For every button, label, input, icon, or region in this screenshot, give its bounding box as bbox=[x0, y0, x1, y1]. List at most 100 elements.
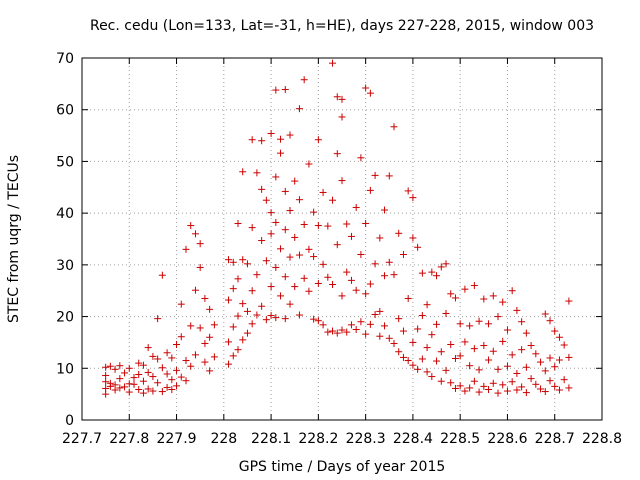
data-point-marker bbox=[310, 253, 318, 261]
data-point-marker bbox=[154, 355, 162, 363]
data-point-marker bbox=[173, 366, 181, 374]
data-point-marker bbox=[130, 380, 138, 388]
data-point-marker bbox=[201, 358, 209, 366]
data-point-marker bbox=[239, 336, 247, 344]
data-point-marker bbox=[329, 327, 337, 335]
data-point-marker bbox=[461, 387, 469, 395]
data-point-marker bbox=[565, 384, 573, 392]
x-tick-label: 228.6 bbox=[487, 431, 527, 447]
data-point-marker bbox=[395, 348, 403, 356]
data-point-marker bbox=[537, 385, 545, 393]
data-point-marker bbox=[466, 384, 474, 392]
data-point-marker bbox=[560, 341, 568, 349]
data-point-marker bbox=[470, 345, 478, 353]
data-point-marker bbox=[262, 257, 270, 265]
data-point-marker bbox=[277, 135, 285, 143]
data-point-marker bbox=[324, 273, 332, 281]
data-point-marker bbox=[163, 383, 171, 391]
data-point-marker bbox=[310, 208, 318, 216]
data-point-marker bbox=[272, 314, 280, 322]
data-point-marker bbox=[196, 324, 204, 332]
data-point-marker bbox=[451, 384, 459, 392]
data-point-marker bbox=[239, 168, 247, 176]
data-point-marker bbox=[225, 296, 233, 304]
data-point-marker bbox=[210, 353, 218, 361]
data-point-marker bbox=[295, 311, 303, 319]
x-tick-label: 228.8 bbox=[582, 431, 622, 447]
data-point-marker bbox=[362, 84, 370, 92]
data-point-marker bbox=[272, 263, 280, 271]
data-point-marker bbox=[191, 351, 199, 359]
data-point-marker bbox=[385, 172, 393, 180]
y-tick-label: 0 bbox=[65, 413, 74, 429]
data-point-marker bbox=[555, 356, 563, 364]
data-point-marker bbox=[258, 137, 266, 145]
data-point-marker bbox=[347, 232, 355, 240]
data-point-marker bbox=[442, 260, 450, 268]
x-tick-label: 227.8 bbox=[109, 431, 149, 447]
data-point-marker bbox=[300, 274, 308, 282]
data-point-marker bbox=[522, 363, 530, 371]
data-point-marker bbox=[182, 245, 190, 253]
data-point-marker bbox=[319, 321, 327, 329]
data-point-marker bbox=[102, 363, 110, 371]
data-point-marker bbox=[395, 229, 403, 237]
data-point-marker bbox=[385, 334, 393, 342]
data-point-marker bbox=[305, 287, 313, 295]
data-point-marker bbox=[149, 352, 157, 360]
data-point-marker bbox=[225, 338, 233, 346]
data-point-marker bbox=[135, 370, 143, 378]
data-point-marker bbox=[541, 367, 549, 375]
data-point-marker bbox=[333, 93, 341, 101]
data-point-marker bbox=[314, 317, 322, 325]
data-point-marker bbox=[442, 309, 450, 317]
data-point-marker bbox=[253, 169, 261, 177]
data-point-marker bbox=[173, 382, 181, 390]
data-point-marker bbox=[281, 187, 289, 195]
data-point-marker bbox=[347, 321, 355, 329]
data-point-marker bbox=[173, 340, 181, 348]
data-point-marker bbox=[258, 237, 266, 245]
data-point-marker bbox=[456, 320, 464, 328]
data-point-marker bbox=[381, 272, 389, 280]
data-point-marker bbox=[116, 384, 124, 392]
data-point-marker bbox=[121, 369, 129, 377]
data-point-marker bbox=[102, 390, 110, 398]
chart-title: Rec. cedu (Lon=133, Lat=-31, h=HE), days… bbox=[90, 18, 594, 34]
data-point-marker bbox=[281, 226, 289, 234]
data-point-marker bbox=[551, 363, 559, 371]
data-point-marker bbox=[338, 177, 346, 185]
data-point-marker bbox=[116, 362, 124, 370]
data-point-marker bbox=[385, 258, 393, 266]
x-tick-label: 227.9 bbox=[156, 431, 196, 447]
data-point-marker bbox=[503, 362, 511, 370]
data-point-marker bbox=[551, 327, 559, 335]
data-point-marker bbox=[210, 321, 218, 329]
data-point-marker bbox=[177, 300, 185, 308]
data-point-marker bbox=[196, 263, 204, 271]
data-point-marker bbox=[489, 347, 497, 355]
data-point-marker bbox=[546, 354, 554, 362]
data-point-marker bbox=[518, 346, 526, 354]
data-point-marker bbox=[305, 160, 313, 168]
data-point-marker bbox=[338, 95, 346, 103]
data-point-marker bbox=[300, 76, 308, 84]
data-point-marker bbox=[418, 312, 426, 320]
x-tick-label: 228.3 bbox=[346, 431, 386, 447]
data-point-marker bbox=[499, 381, 507, 389]
data-point-marker bbox=[291, 233, 299, 241]
data-point-marker bbox=[139, 377, 147, 385]
data-point-marker bbox=[277, 292, 285, 300]
data-point-marker bbox=[163, 349, 171, 357]
data-point-marker bbox=[191, 230, 199, 238]
data-point-marker bbox=[196, 240, 204, 248]
data-point-marker bbox=[437, 263, 445, 271]
data-point-marker bbox=[125, 388, 133, 396]
data-point-marker bbox=[177, 373, 185, 381]
data-point-marker bbox=[144, 368, 152, 376]
data-point-marker bbox=[414, 243, 422, 251]
data-point-marker bbox=[267, 130, 275, 138]
data-point-marker bbox=[390, 123, 398, 131]
data-point-marker bbox=[513, 369, 521, 377]
data-point-marker bbox=[381, 322, 389, 330]
